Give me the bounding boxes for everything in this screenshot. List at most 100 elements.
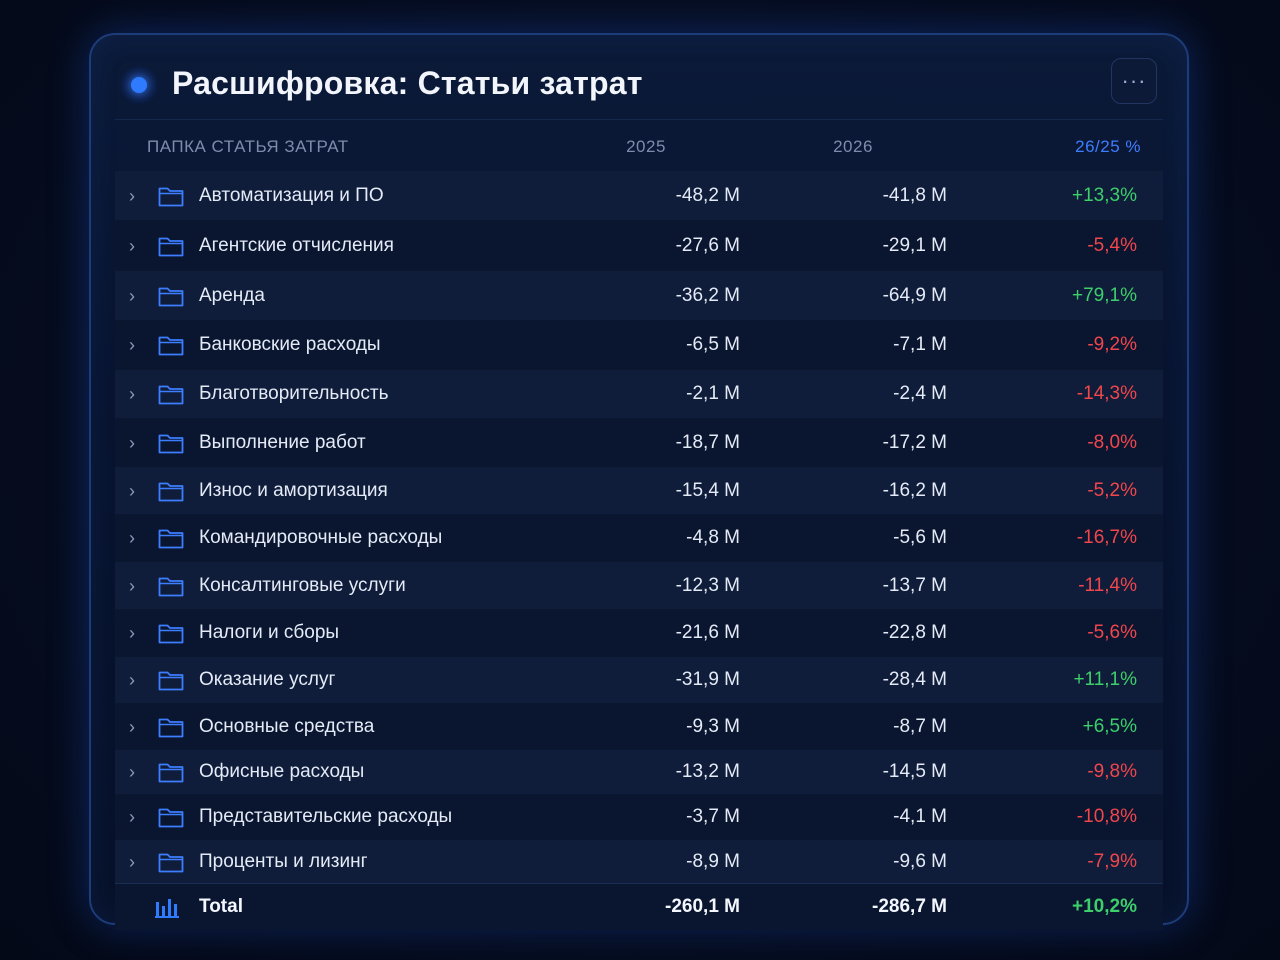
chevron-right-icon[interactable]: › [129,185,135,206]
table-row[interactable]: › Благотворительность -2,1 M -2,4 M -14,3% [115,369,1163,418]
row-name: Аренда [199,284,265,306]
table-row[interactable]: › Автоматизация и ПО -48,2 M -41,8 M +13,3% [115,170,1163,220]
table-row[interactable]: › Проценты и лизинг -8,9 M -9,6 M -7,9% [115,839,1163,883]
table-row[interactable]: › Выполнение работ -18,7 M -17,2 M -8,0% [115,418,1163,466]
row-value-2025: -3,7 M [686,806,740,827]
table-body: › Автоматизация и ПО -48,2 M -41,8 M +13,3% ›… [115,170,1163,883]
row-value-2026: -13,7 M [882,574,947,596]
column-header-change-pct[interactable]: 26/25 % [1075,137,1141,156]
row-value-2025: -4,8 M [686,527,740,548]
cost-table: ПАПКА СТАТЬЯ ЗАТРАТ 2025 2026 26/25 % › А… [115,119,1163,930]
folder-icon [158,624,184,644]
row-value-2025: -6,5 M [686,334,740,355]
row-name: Агентские отчисления [199,234,394,256]
row-value-2025: -15,4 M [675,479,740,501]
chevron-right-icon[interactable]: › [129,670,135,690]
table-row[interactable]: › Основные средства -9,3 M -8,7 M +6,5% [115,703,1163,749]
folder-icon [158,577,184,596]
chevron-right-icon[interactable]: › [129,851,135,872]
row-value-2026: -7,1 M [893,334,947,355]
row-change-pct: -11,4% [1078,574,1137,596]
row-value-2026: -41,8 M [882,184,947,206]
row-value-2026: -14,5 M [882,761,947,782]
chevron-right-icon[interactable]: › [129,432,135,453]
table-row[interactable]: › Агентские отчисления -27,6 M -29,1 M -5,4% [115,220,1163,270]
row-change-pct: -9,8% [1087,761,1137,782]
row-value-2025: -2,1 M [686,383,740,404]
row-change-pct: -16,7% [1076,527,1137,548]
row-change-pct: -5,4% [1087,234,1137,256]
row-change-pct: +11,1% [1073,669,1137,690]
row-value-2026: -64,9 M [882,284,947,306]
row-change-pct: -9,2% [1087,334,1137,355]
column-header-name[interactable]: ПАПКА СТАТЬЯ ЗАТРАТ [147,137,349,156]
total-2026: -286,7 M [872,896,947,917]
row-name: Основные средства [199,715,375,737]
row-value-2026: -17,2 M [882,431,947,453]
chevron-right-icon[interactable]: › [129,335,135,355]
folder-icon [158,287,184,306]
chevron-right-icon[interactable]: › [129,528,135,548]
row-value-2025: -27,6 M [675,234,740,256]
total-2025: -260,1 M [665,896,740,917]
row-value-2026: -8,7 M [893,715,947,737]
row-value-2025: -18,7 M [675,431,740,453]
row-name: Оказание услуг [199,669,336,690]
row-name: Офисные расходы [199,761,365,782]
folder-icon [158,529,184,549]
row-value-2026: -16,2 M [882,479,947,501]
bar-chart-icon [155,899,179,918]
row-value-2026: -28,4 M [882,669,947,690]
row-name: Налоги и сборы [199,622,340,643]
row-value-2026: -22,8 M [882,622,947,643]
folder-icon [158,482,184,501]
chevron-right-icon[interactable]: › [129,623,135,643]
folder-icon [158,385,184,405]
folder-icon [158,237,184,256]
chevron-right-icon[interactable]: › [129,384,135,404]
folder-icon [158,336,184,356]
folder-icon [158,763,184,783]
row-change-pct: -7,9% [1087,850,1137,872]
row-value-2025: -31,9 M [675,669,740,690]
folder-icon [158,808,184,828]
total-change-pct: +10,2% [1072,896,1137,917]
table-row[interactable]: › Офисные расходы -13,2 M -14,5 M -9,8% [115,749,1163,794]
row-change-pct: +79,1% [1072,284,1137,306]
row-change-pct: -8,0% [1087,431,1137,453]
table-row[interactable]: › Представительские расходы -3,7 M -4,1 M -1… [115,794,1163,839]
table-row[interactable]: › Командировочные расходы -4,8 M -5,6 M -16,… [115,514,1163,561]
row-value-2026: -9,6 M [893,850,947,872]
chevron-right-icon[interactable]: › [129,235,135,256]
folder-icon [158,853,184,872]
row-value-2025: -21,6 M [675,622,740,643]
chevron-right-icon[interactable]: › [129,762,135,782]
chevron-right-icon[interactable]: › [129,480,135,501]
chevron-right-icon[interactable]: › [129,807,135,827]
row-name: Автоматизация и ПО [199,184,384,206]
table-row[interactable]: › Аренда -36,2 M -64,9 M +79,1% [115,270,1163,320]
table-row[interactable]: › Износ и амортизация -15,4 M -16,2 M -5,2% [115,466,1163,514]
chevron-right-icon[interactable]: › [129,575,135,596]
card-title: Расшифровка: Статьи затрат [172,65,643,101]
column-header-2026[interactable]: 2026 [833,137,873,156]
more-options-button[interactable]: ··· [1111,58,1157,104]
cost-breakdown-card: Расшифровка: Статьи затрат ··· ПАПКА СТА… [89,33,1189,930]
chevron-right-icon[interactable]: › [129,285,135,306]
folder-icon [158,187,184,206]
table-row[interactable]: › Оказание услуг -31,9 M -28,4 M +11,1% [115,656,1163,703]
row-value-2025: -12,3 M [675,574,740,596]
table-row[interactable]: › Консалтинговые услуги -12,3 M -13,7 M -11,… [115,561,1163,609]
row-value-2025: -36,2 M [675,284,740,306]
row-change-pct: -14,3% [1076,383,1137,404]
table-row[interactable]: › Налоги и сборы -21,6 M -22,8 M -5,6% [115,609,1163,656]
row-value-2026: -5,6 M [893,527,947,548]
status-dot [119,65,159,105]
row-value-2026: -29,1 M [882,234,947,256]
row-value-2026: -2,4 M [893,383,947,404]
table-row[interactable]: › Банковские расходы -6,5 M -7,1 M -9,2% [115,320,1163,369]
folder-icon [158,671,184,691]
column-header-2025[interactable]: 2025 [626,137,666,156]
row-value-2025: -48,2 M [675,184,740,206]
chevron-right-icon[interactable]: › [129,716,135,737]
